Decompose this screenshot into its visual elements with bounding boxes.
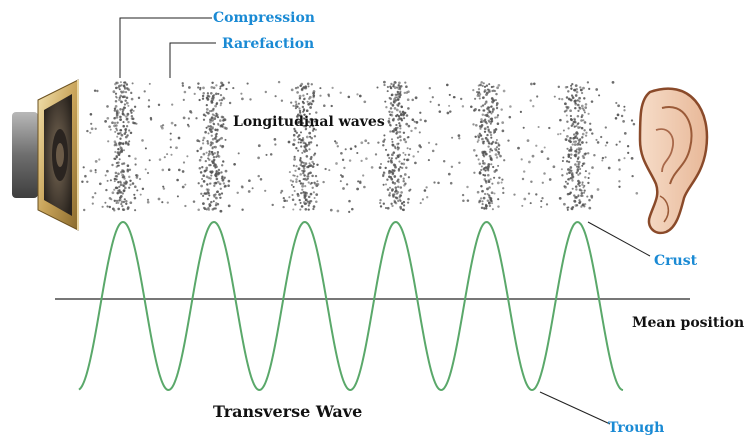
ear-icon [638,87,709,235]
mean-position-label: Mean position [632,315,745,331]
longitudinal-waves-label: Longitudinal waves [233,114,385,130]
rarefaction-leader-line [169,42,216,78]
crust-leader-line [587,221,651,257]
rarefaction-label: Rarefaction [222,36,315,52]
trough-leader-line [539,391,611,425]
transverse-wave-curve [78,220,624,392]
speaker-icon [12,79,79,231]
compression-leader-line [119,17,212,78]
particle-field [81,80,639,214]
transverse-wave-label: Transverse Wave [213,402,363,421]
trough-label: Trough [608,420,665,436]
crust-label: Crust [654,253,698,269]
compression-label: Compression [213,10,315,26]
